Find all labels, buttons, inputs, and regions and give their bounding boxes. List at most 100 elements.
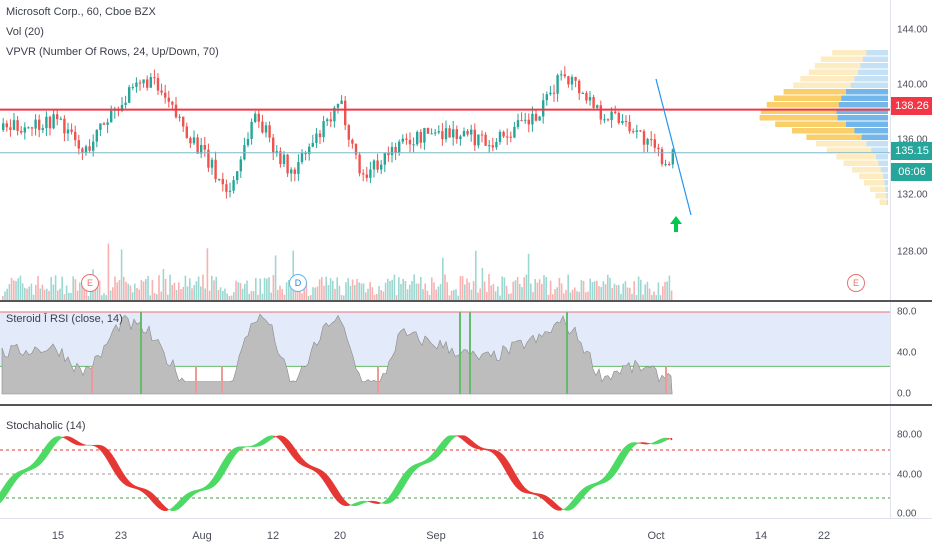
volume-bar xyxy=(625,281,627,300)
volume-bar xyxy=(614,284,616,300)
volume-bar xyxy=(589,279,591,300)
stoch-ribbon-segment xyxy=(230,450,232,463)
candle-body xyxy=(297,162,299,174)
candle-body xyxy=(474,130,476,146)
stoch-ribbon-segment xyxy=(428,457,430,463)
stoch-ribbon-segment xyxy=(504,456,506,471)
stoch-ribbon-segment xyxy=(452,436,454,440)
volume-bar xyxy=(11,278,13,300)
stoch-ribbon-segment xyxy=(106,448,108,461)
candle-body xyxy=(567,76,569,84)
stoch-ribbon-segment xyxy=(302,458,304,466)
candle-body xyxy=(549,93,551,94)
volume-bar xyxy=(389,281,391,300)
vpvr-bar-down xyxy=(881,167,888,173)
stoch-ribbon-segment xyxy=(608,470,610,481)
volume-bar xyxy=(438,286,440,300)
candle-body xyxy=(358,155,360,174)
volume-bar xyxy=(666,281,668,300)
volume-bar xyxy=(605,284,607,300)
stoch-ribbon-segment xyxy=(670,438,672,440)
candle-body xyxy=(153,77,155,78)
stoch-ribbon-segment xyxy=(130,482,132,487)
rsi-legend[interactable]: Steroid Ī RSI (close, 14) xyxy=(6,313,123,326)
stoch-ribbon-segment xyxy=(398,480,400,496)
volume-bar xyxy=(136,288,138,300)
price-pane[interactable]: Microsoft Corp., 60, Cboe BZX Vol (20) V… xyxy=(0,0,890,300)
stoch-scale[interactable]: 80.00 40.00 0.00 xyxy=(890,406,932,518)
dividend-marker[interactable]: D xyxy=(289,274,307,292)
volume-bar xyxy=(218,290,220,300)
volume-bar xyxy=(585,292,587,300)
stoch-ribbon-segment xyxy=(50,439,52,452)
stoch-ribbon-segment xyxy=(176,502,178,510)
candle-body xyxy=(466,131,468,134)
volume-bar xyxy=(669,276,671,300)
volume-bar xyxy=(633,281,635,300)
volume-bar xyxy=(345,282,347,300)
volume-bar xyxy=(319,279,321,300)
stoch-ribbon-segment xyxy=(358,502,360,506)
stoch-ribbon-segment xyxy=(538,494,540,497)
rsi-scale[interactable]: 80.0 40.0 0.0 xyxy=(890,302,932,404)
volume-bar xyxy=(222,291,224,300)
volume-bar xyxy=(517,277,519,300)
stoch-ribbon-segment xyxy=(550,498,552,507)
volume-bar xyxy=(266,279,268,300)
stoch-ribbon-segment xyxy=(414,464,416,471)
volume-bar xyxy=(435,290,437,300)
stoch-ribbon-segment xyxy=(92,445,94,446)
volume-bar xyxy=(609,278,611,300)
vol-legend[interactable]: Vol (20) xyxy=(6,26,44,39)
candle-body xyxy=(427,128,429,134)
vpvr-bar-up xyxy=(844,161,879,167)
stoch-ribbon-segment xyxy=(466,436,468,444)
stoch-ribbon-segment xyxy=(618,453,620,469)
symbol-legend[interactable]: Microsoft Corp., 60, Cboe BZX xyxy=(6,6,156,19)
volume-bar xyxy=(134,284,136,300)
stoch-ribbon-segment xyxy=(376,502,378,504)
stoch-ribbon-segment xyxy=(642,442,644,443)
stoch-ribbon-segment xyxy=(254,444,256,447)
stoch-ribbon-segment xyxy=(112,455,114,472)
volume-bar xyxy=(495,291,497,300)
stoch-pane[interactable]: Stochaholic (14) xyxy=(0,406,890,518)
volume-bar xyxy=(550,281,552,300)
earnings-marker[interactable]: E xyxy=(847,274,865,292)
stoch-ribbon-segment xyxy=(660,439,662,443)
candle-body xyxy=(528,120,530,125)
stoch-legend[interactable]: Stochaholic (14) xyxy=(6,420,86,433)
stoch-ribbon-segment xyxy=(420,462,422,466)
earnings-marker[interactable]: E xyxy=(81,274,99,292)
stoch-ribbon-segment xyxy=(576,494,578,506)
candle-body xyxy=(268,125,270,137)
candle-body xyxy=(430,133,432,134)
stoch-ribbon-segment xyxy=(480,447,482,450)
rsi-pane[interactable]: Steroid Ī RSI (close, 14) xyxy=(0,302,890,404)
candle-body xyxy=(204,145,206,150)
volume-bar xyxy=(325,277,327,300)
stoch-ribbon-segment xyxy=(328,476,330,491)
stoch-ribbon-segment xyxy=(48,441,50,455)
volume-bar xyxy=(413,274,415,300)
stoch-ribbon-segment xyxy=(280,436,282,442)
price-scale[interactable]: 144.00 140.00 136.00 132.00 128.00 138.2… xyxy=(890,0,932,300)
stoch-ribbon-segment xyxy=(188,492,190,500)
time-axis[interactable] xyxy=(0,518,932,551)
candle-body xyxy=(6,123,8,127)
volume-bar xyxy=(259,279,261,300)
volume-bar xyxy=(649,289,651,300)
stoch-ribbon-segment xyxy=(442,440,444,453)
stoch-ribbon-segment xyxy=(294,447,296,460)
stoch-ribbon-segment xyxy=(250,446,252,447)
volume-bar xyxy=(182,287,184,300)
volume-bar xyxy=(603,281,605,300)
volume-bar xyxy=(574,287,576,300)
stoch-ribbon-segment xyxy=(430,454,432,462)
volume-bar xyxy=(385,283,387,300)
vpvr-legend[interactable]: VPVR (Number Of Rows, 24, Up/Down, 70) xyxy=(6,46,219,59)
stoch-ribbon-segment xyxy=(192,491,194,496)
stoch-ribbon-segment xyxy=(568,504,570,511)
stoch-ribbon-segment xyxy=(140,488,142,492)
volume-bar xyxy=(488,274,490,300)
